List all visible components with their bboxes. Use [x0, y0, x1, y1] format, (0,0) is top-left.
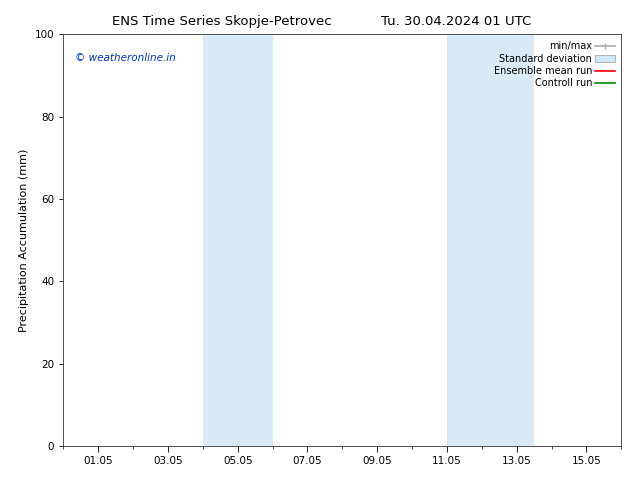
- Text: ENS Time Series Skopje-Petrovec: ENS Time Series Skopje-Petrovec: [112, 15, 332, 28]
- Text: Tu. 30.04.2024 01 UTC: Tu. 30.04.2024 01 UTC: [382, 15, 531, 28]
- Text: © weatheronline.in: © weatheronline.in: [75, 53, 176, 63]
- Bar: [447, 34, 534, 446]
- Bar: [203, 34, 273, 446]
- Legend: min/max, Standard deviation, Ensemble mean run, Controll run: min/max, Standard deviation, Ensemble me…: [492, 39, 616, 90]
- Y-axis label: Precipitation Accumulation (mm): Precipitation Accumulation (mm): [19, 148, 29, 332]
